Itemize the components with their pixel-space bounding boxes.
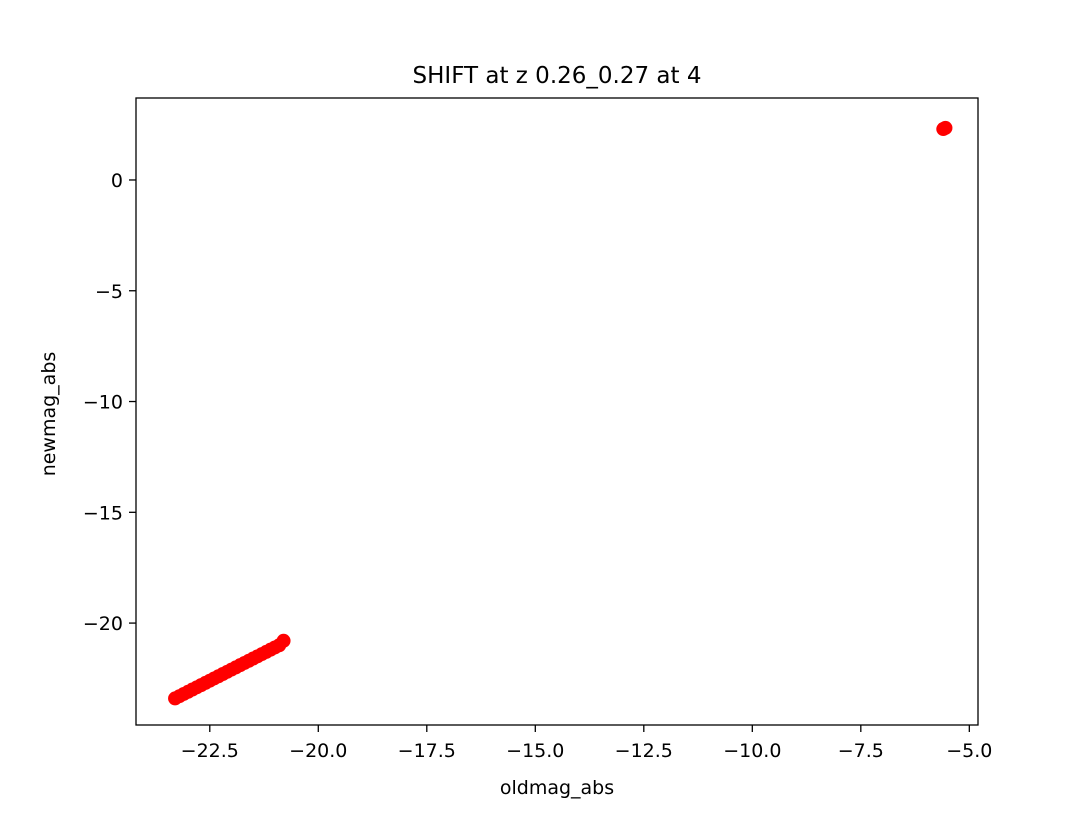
x-axis-label: oldmag_abs [500,777,614,799]
plot-area-frame [135,97,979,726]
x-axis: −22.5 −20.0 −17.5 −15.0 −12.5 −10.0 −7.5 −5.0 [181,725,992,762]
chart-title: SHIFT at z 0.26_0.27 at 4 [413,63,702,89]
y-tick-label: 0 [111,170,123,192]
points-layer [168,120,953,706]
y-axis-label: newmag_abs [38,352,60,477]
x-tick-label: −10.0 [723,740,781,762]
data-point [938,120,953,135]
x-tick-label: −12.5 [615,740,673,762]
y-tick-label: −10 [83,392,123,414]
data-point [276,633,291,648]
y-axis: 0 −5 −10 −15 −20 [83,170,136,635]
y-tick-label: −5 [95,281,123,303]
y-tick-label: −15 [83,502,123,524]
x-tick-label: −7.5 [838,740,884,762]
y-tick-label: −20 [83,613,123,635]
x-tick-label: −22.5 [181,740,239,762]
x-tick-label: −17.5 [398,740,456,762]
x-tick-label: −20.0 [289,740,347,762]
x-tick-label: −5.0 [946,740,992,762]
x-tick-label: −15.0 [506,740,564,762]
